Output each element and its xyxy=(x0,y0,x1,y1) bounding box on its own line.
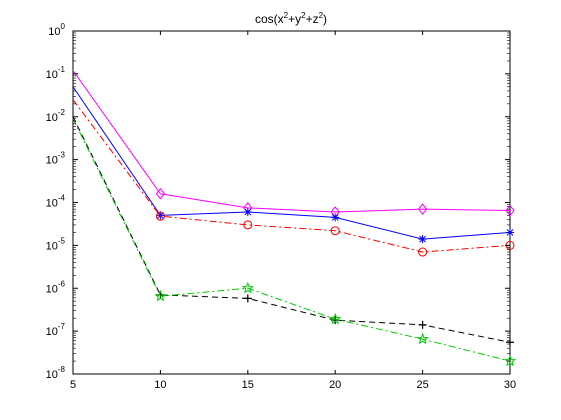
data-point xyxy=(506,338,514,347)
x-tick-label: 5 xyxy=(70,379,76,391)
data-point xyxy=(243,294,252,303)
y-tick-label: 10-6 xyxy=(46,279,66,295)
series-5 xyxy=(72,118,517,367)
x-tick-label: 25 xyxy=(416,379,428,391)
title-superscript: 2 xyxy=(301,11,306,20)
title-part: ) xyxy=(323,12,327,26)
title-superscript: 2 xyxy=(319,11,324,20)
series-line xyxy=(72,86,511,240)
y-tick-base: 10 xyxy=(48,26,60,38)
y-tick-exponent: -2 xyxy=(58,108,66,117)
y-tick-base: 10 xyxy=(46,369,58,381)
y-tick-base: 10 xyxy=(46,240,58,252)
y-tick-exponent: -8 xyxy=(58,365,66,374)
x-tick-label: 15 xyxy=(242,379,254,391)
series-line xyxy=(72,118,511,362)
y-tick-label: 10-1 xyxy=(46,65,66,81)
y-tick-exponent: -3 xyxy=(58,151,66,160)
data-point xyxy=(418,235,427,244)
data-point xyxy=(330,226,340,236)
data-point xyxy=(417,203,428,215)
y-tick-exponent: -6 xyxy=(58,279,66,288)
y-tick-exponent: -5 xyxy=(58,236,66,245)
y-tick-label: 100 xyxy=(48,22,65,38)
y-tick-exponent: 0 xyxy=(61,22,66,31)
y-tick-base: 10 xyxy=(46,155,58,167)
y-tick-exponent: -7 xyxy=(58,322,66,331)
title-part: +z xyxy=(306,12,319,26)
y-tick-base: 10 xyxy=(46,198,58,210)
data-point xyxy=(503,354,517,367)
y-tick-label: 10-7 xyxy=(46,322,66,338)
series-line xyxy=(72,116,511,343)
y-tick-label: 10-2 xyxy=(46,108,66,124)
y-tick-exponent: -4 xyxy=(58,194,66,203)
title-part: cos(x xyxy=(255,12,284,26)
x-tick-label: 10 xyxy=(154,379,166,391)
data-point xyxy=(243,208,252,217)
data-point xyxy=(329,312,342,325)
x-tick-label: 30 xyxy=(504,379,516,391)
y-tick-base: 10 xyxy=(46,112,58,124)
y-tick-base: 10 xyxy=(46,69,58,81)
data-point xyxy=(418,247,428,257)
y-tick-base: 10 xyxy=(46,326,58,338)
title-part: +y xyxy=(288,12,301,26)
y-tick-exponent: -1 xyxy=(58,65,66,74)
data-point xyxy=(241,281,254,294)
y-tick-label: 10-8 xyxy=(46,365,66,381)
x-tick-label: 20 xyxy=(329,379,341,391)
series-3 xyxy=(72,99,515,257)
data-point xyxy=(154,289,167,302)
y-tick-label: 10-3 xyxy=(46,151,66,167)
y-tick-label: 10-5 xyxy=(46,236,66,252)
series-line xyxy=(72,99,511,253)
chart-title: cos(x2+y2+z2) xyxy=(255,11,327,26)
y-tick-base: 10 xyxy=(46,283,58,295)
y-tick-label: 10-4 xyxy=(46,194,66,210)
data-point xyxy=(155,187,166,200)
data-point xyxy=(418,320,427,329)
data-point xyxy=(155,211,165,221)
title-superscript: 2 xyxy=(284,11,289,20)
data-point xyxy=(243,220,253,230)
data-point xyxy=(331,213,340,222)
plot-area xyxy=(72,30,511,375)
series-line xyxy=(72,70,511,213)
data-point xyxy=(416,332,429,345)
